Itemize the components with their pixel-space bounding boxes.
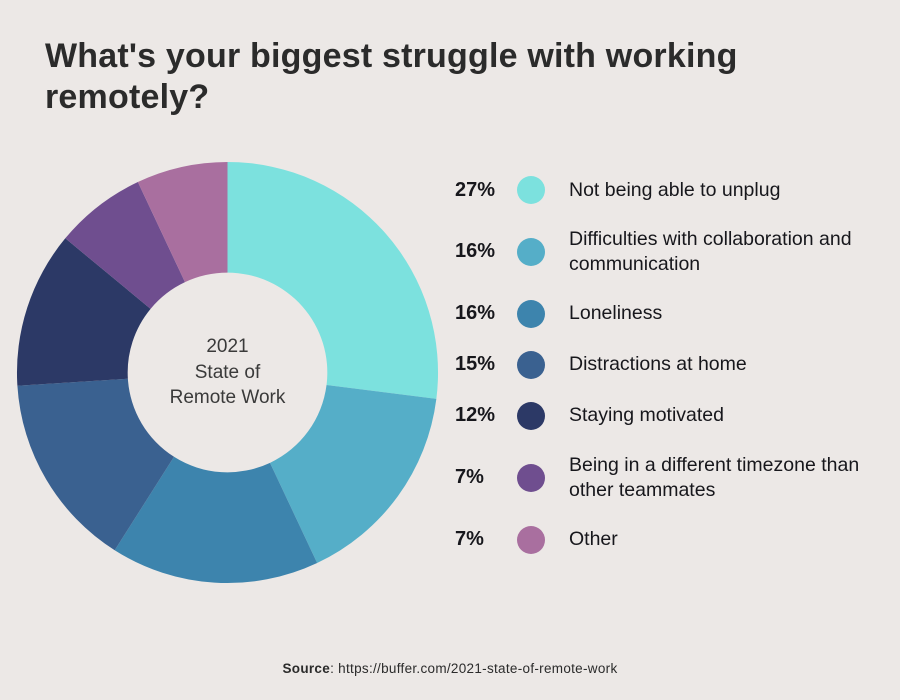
- donut-slice: [16, 238, 151, 386]
- legend-color-dot: [517, 299, 545, 328]
- donut-chart-svg: [16, 161, 439, 584]
- legend-label: Not being able to unplug: [569, 178, 781, 201]
- legend-color-dot: [517, 350, 545, 379]
- donut-slice: [17, 378, 175, 551]
- legend-item: 7% Being in a different timezone than ot…: [455, 453, 885, 503]
- legend-percentage: 12%: [455, 404, 496, 427]
- page-title: What's your biggest struggle with workin…: [45, 37, 738, 117]
- legend-percentage: 15%: [455, 353, 496, 376]
- legend-color-dot: [517, 463, 545, 492]
- source-label: Source: [282, 661, 331, 676]
- source-separator: :: [330, 661, 339, 676]
- donut-slice: [270, 385, 437, 563]
- source-line: Source: https://buffer.com/2021-state-of…: [0, 661, 900, 676]
- legend-percentage: 16%: [455, 302, 496, 325]
- donut-slice: [65, 182, 185, 309]
- legend-color-dot: [517, 525, 545, 554]
- legend-label: Distractions at home: [569, 353, 747, 376]
- legend-item: 12% Staying motivated: [455, 401, 885, 430]
- legend-color-dot: [517, 401, 545, 430]
- legend: 27% Not being able to unplug 16% Difficu…: [455, 176, 885, 554]
- legend-item: 16% Difficulties with collaboration and …: [455, 227, 885, 277]
- legend-item: 16% Loneliness: [455, 299, 885, 328]
- legend-item: 7% Other: [455, 525, 885, 554]
- donut-slice: [114, 456, 318, 584]
- legend-item: 27% Not being able to unplug: [455, 176, 885, 204]
- legend-label: Other: [569, 528, 618, 551]
- legend-percentage: 27%: [455, 178, 496, 201]
- legend-item: 15% Distractions at home: [455, 350, 885, 379]
- legend-percentage: 7%: [455, 466, 484, 489]
- donut-slice: [137, 161, 228, 283]
- source-url: https://buffer.com/2021-state-of-remote-…: [338, 661, 618, 676]
- legend-label: Loneliness: [569, 302, 663, 325]
- donut-slice: [227, 161, 439, 399]
- legend-color-dot: [517, 176, 545, 204]
- legend-label: Difficulties with collaboration and comm…: [569, 228, 852, 275]
- legend-label: Staying motivated: [569, 404, 725, 427]
- donut-chart: 2021 State of Remote Work: [15, 160, 440, 585]
- legend-percentage: 16%: [455, 240, 496, 263]
- legend-percentage: 7%: [455, 528, 484, 551]
- legend-label: Being in a different timezone than other…: [569, 453, 860, 501]
- legend-color-dot: [517, 237, 545, 266]
